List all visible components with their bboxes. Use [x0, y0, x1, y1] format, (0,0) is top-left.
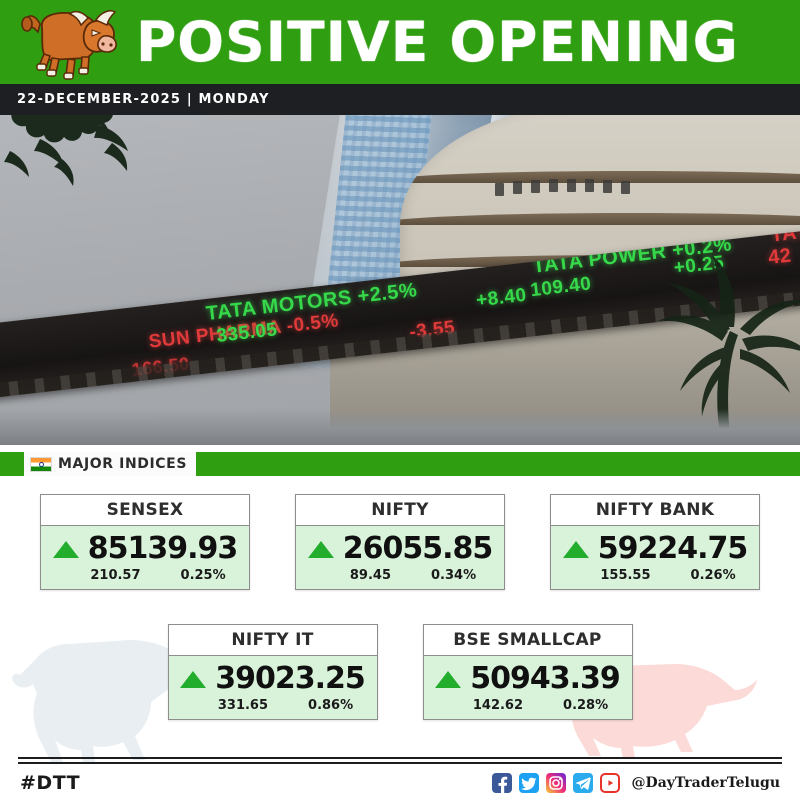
window	[495, 183, 504, 196]
section-title: MAJOR INDICES	[58, 456, 188, 472]
card-sub: 89.45 0.34%	[304, 568, 496, 583]
card-body: 85139.93 210.57 0.25%	[41, 526, 249, 589]
date-text: 22-DECEMBER-2025 | MONDAY	[17, 92, 270, 107]
index-card-sensex[interactable]: SENSEX 85139.93 210.57 0.25%	[40, 494, 250, 590]
arrow-up-icon	[435, 670, 462, 688]
telegram-icon[interactable]	[572, 773, 593, 793]
index-change: 331.65	[217, 698, 269, 713]
arrow-up-icon	[562, 540, 589, 558]
index-value: 50943.39	[470, 661, 621, 696]
bse-building-photo: SUN PHARMA -0.5% -3.55 166.50 TATA MOTOR…	[0, 115, 800, 445]
card-sub: 155.55 0.26%	[559, 568, 751, 583]
index-card-bse-smallcap[interactable]: BSE SMALLCAP 50943.39 142.62 0.28%	[422, 624, 633, 720]
card-body: 50943.39 142.62 0.28%	[423, 656, 632, 719]
index-card-nifty-it[interactable]: NIFTY IT 39023.25 331.65 0.86%	[167, 624, 378, 720]
arrow-up-icon	[52, 540, 79, 558]
footer-bar: #DTT @DayTraderTelugu	[0, 766, 800, 800]
card-header: NIFTY	[296, 495, 504, 526]
bull-logo-icon	[14, 2, 132, 82]
index-change: 155.55	[600, 568, 651, 583]
facade-band	[400, 213, 800, 225]
arrow-up-icon	[307, 540, 334, 558]
window	[567, 179, 576, 192]
window	[531, 180, 540, 193]
hashtag-label: #DTT	[20, 772, 81, 794]
card-header: NIFTY IT	[168, 625, 377, 656]
window	[513, 181, 522, 194]
index-value: 85139.93	[87, 531, 239, 566]
card-main: 26055.85	[304, 530, 496, 568]
index-percent: 0.86%	[308, 698, 354, 713]
card-header: SENSEX	[41, 495, 249, 526]
footer-divider-2	[18, 762, 782, 764]
index-name: NIFTY BANK	[595, 500, 715, 520]
card-sub: 331.65 0.86%	[177, 698, 369, 713]
card-main: 39023.25	[177, 660, 369, 698]
ticker-text: +8.40	[475, 284, 528, 312]
index-percent: 0.34%	[431, 568, 477, 583]
index-percent: 0.25%	[180, 568, 226, 583]
index-card-nifty-bank[interactable]: NIFTY BANK 59224.75 155.55 0.26%	[550, 494, 760, 590]
index-percent: 0.26%	[690, 568, 736, 583]
index-name: NIFTY IT	[231, 630, 314, 650]
palm-foliage-icon	[600, 235, 800, 445]
window	[549, 179, 558, 192]
index-value: 39023.25	[215, 661, 366, 696]
instagram-icon[interactable]	[545, 773, 566, 793]
ashoka-chakra-icon	[38, 461, 44, 467]
index-card-nifty[interactable]: NIFTY 26055.85 89.45 0.34%	[295, 494, 505, 590]
arrow-up-icon	[180, 670, 207, 688]
card-header: BSE SMALLCAP	[423, 625, 632, 656]
card-main: 85139.93	[49, 530, 241, 568]
index-name: NIFTY	[371, 500, 429, 520]
header-banner: POSITIVE OPENING	[0, 0, 800, 84]
index-change: 142.62	[472, 698, 524, 713]
card-main: 59224.75	[559, 530, 751, 568]
page-title: POSITIVE OPENING	[136, 9, 739, 74]
date-bar: 22-DECEMBER-2025 | MONDAY	[0, 84, 800, 115]
window	[621, 181, 630, 194]
card-sub: 142.62 0.28%	[432, 698, 624, 713]
facade-band	[400, 171, 800, 183]
social-handle: @DayTraderTelugu	[631, 775, 780, 791]
index-name: SENSEX	[106, 500, 184, 520]
index-change: 89.45	[349, 568, 391, 583]
index-percent: 0.28%	[563, 698, 609, 713]
social-links: @DayTraderTelugu	[491, 773, 780, 793]
index-value: 26055.85	[342, 531, 494, 566]
india-flag-icon	[30, 456, 52, 472]
index-value: 59224.75	[597, 531, 749, 566]
photo-bottom-fade	[0, 409, 800, 445]
tree-foliage-icon	[0, 115, 230, 229]
window	[603, 180, 612, 193]
card-body: 39023.25 331.65 0.86%	[168, 656, 377, 719]
major-indices-chip: MAJOR INDICES	[24, 452, 197, 476]
card-sub: 210.57 0.25%	[49, 568, 241, 583]
indices-row-1: SENSEX 85139.93 210.57 0.25% NIFTY	[0, 494, 800, 590]
bull-watermark-icon	[8, 613, 238, 763]
indices-row-2: NIFTY IT 39023.25 331.65 0.86% BSE SMALL…	[0, 624, 800, 720]
card-body: 59224.75 155.55 0.26%	[551, 526, 759, 589]
index-change: 210.57	[90, 568, 141, 583]
facebook-icon[interactable]	[491, 773, 512, 793]
window	[585, 179, 594, 192]
major-indices-bar: MAJOR INDICES	[0, 452, 800, 476]
card-header: NIFTY BANK	[551, 495, 759, 526]
card-body: 26055.85 89.45 0.34%	[296, 526, 504, 589]
index-name: BSE SMALLCAP	[453, 630, 602, 650]
card-main: 50943.39	[432, 660, 624, 698]
twitter-icon[interactable]	[518, 773, 539, 793]
youtube-icon[interactable]	[599, 773, 620, 793]
footer-divider	[18, 757, 782, 759]
